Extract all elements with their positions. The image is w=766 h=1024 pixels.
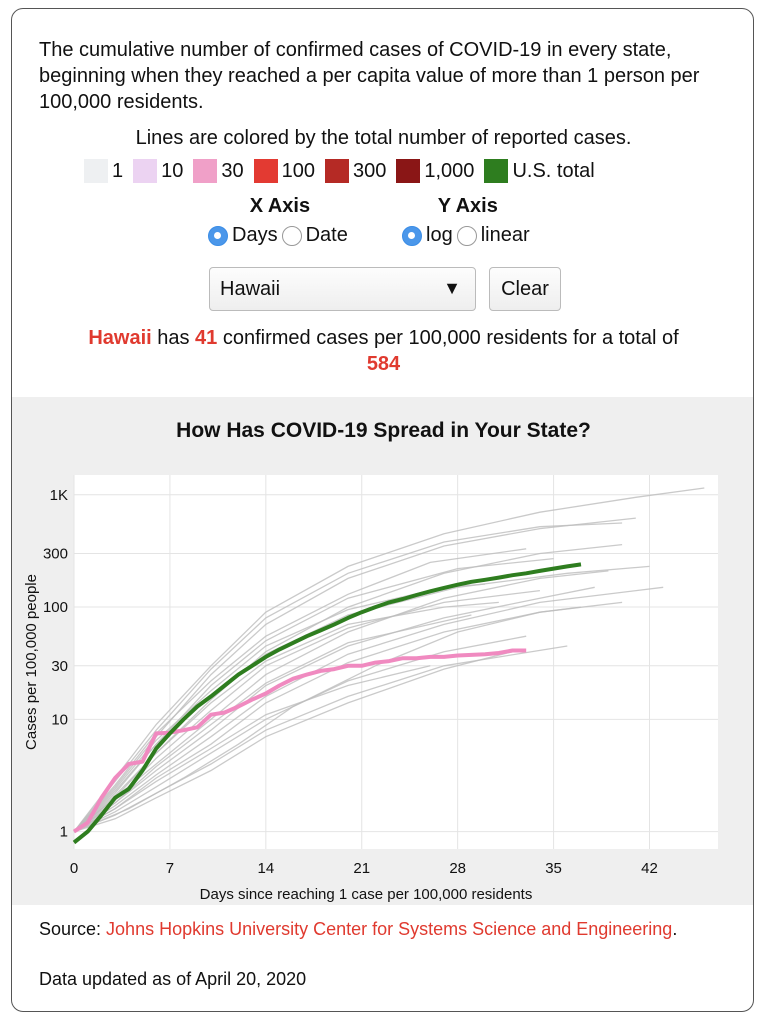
state-line [73, 651, 513, 833]
state-line [73, 543, 623, 833]
state-line [73, 665, 431, 833]
chart-card: The cumulative number of confirmed cases… [11, 8, 754, 1012]
x-tick-label: 21 [353, 860, 370, 877]
x-tick-label: 28 [449, 860, 466, 877]
x-date-radio[interactable] [281, 225, 302, 246]
legend-item: 10 [133, 159, 183, 183]
state-line [73, 586, 664, 833]
state-line [73, 601, 499, 833]
summary-total: 584 [366, 353, 401, 375]
state-line [73, 548, 527, 833]
x-date-label[interactable]: Date [305, 224, 348, 246]
y-axis-label: Cases per 100,000 people [23, 574, 40, 750]
source-prefix: Source: [39, 919, 107, 939]
y-linear-label[interactable]: linear [480, 224, 530, 246]
state-summary: Hawaii has 41 confirmed cases per 100,00… [12, 325, 753, 377]
plot-area [74, 475, 718, 849]
x-tick-label: 0 [70, 860, 78, 877]
x-tick-label: 35 [545, 860, 562, 877]
summary-text-2: confirmed cases per 100,000 residents fo… [217, 327, 679, 349]
chart-title: How Has COVID-19 Spread in Your State? [176, 419, 591, 442]
legend-label: U.S. total [512, 159, 595, 182]
y-tick-label: 100 [43, 599, 68, 616]
x-tick-label: 7 [166, 860, 174, 877]
legend-swatch [84, 159, 108, 183]
legend-item: 300 [325, 159, 386, 183]
legend-label: 1,000 [424, 159, 475, 182]
x-days-radio[interactable] [208, 225, 228, 246]
y-tick-label: 300 [43, 545, 68, 562]
legend-swatch [133, 159, 158, 183]
y-tick-label: 10 [51, 711, 68, 728]
x-axis-control: X Axis Days Date [208, 195, 352, 247]
legend-swatch [396, 159, 421, 183]
state-line [73, 487, 705, 832]
state-line [73, 586, 595, 833]
legend-label: 100 [281, 159, 315, 182]
state-line [73, 614, 472, 833]
state-line [73, 517, 636, 833]
legend-swatch [253, 159, 278, 183]
x-axis-label: Days since reaching 1 case per 100,000 r… [200, 886, 533, 903]
us-total-line [72, 562, 582, 845]
legend-item: 1,000 [396, 159, 474, 183]
legend-item: 1 [84, 159, 123, 183]
state-line [73, 565, 650, 833]
legend-swatch [193, 159, 218, 183]
y-log-radio[interactable] [402, 225, 422, 246]
legend-label: 10 [161, 159, 184, 182]
summary-text-1: has [151, 327, 196, 349]
chart-svg: 1 10 30 100 300 1K 0 7 14 21 28 35 42 Days since reac… [23, 475, 718, 903]
y-linear-radio[interactable] [456, 225, 477, 246]
legend-label: 1 [112, 159, 124, 182]
state-select-value: Hawaii [220, 277, 281, 300]
legend-swatch [484, 159, 509, 183]
legend-item: 30 [193, 159, 244, 183]
legend-item: U.S. total [484, 159, 595, 183]
y-tick-label: 1 [60, 824, 68, 841]
legend-item: 100 [253, 159, 315, 183]
x-axis-title: X Axis [249, 195, 311, 217]
source-suffix: . [672, 919, 678, 939]
source-link[interactable]: Johns Hopkins University Center for Syst… [106, 919, 673, 939]
intro-text: The cumulative number of confirmed cases… [39, 39, 700, 113]
summary-state: Hawaii [88, 327, 152, 349]
y-tick-label: 30 [51, 658, 68, 675]
clear-button[interactable]: Clear [489, 267, 561, 311]
source-note: Source: Johns Hopkins University Center … [39, 917, 729, 941]
summary-per-capita: 41 [195, 327, 218, 349]
highlight-state-line [72, 648, 527, 834]
color-legend: 1 10 30 100 300 1,000 U.S. total [84, 159, 605, 183]
legend-label: 30 [221, 159, 244, 182]
y-axis-title: Y Axis [437, 195, 498, 217]
updated-note: Data updated as of April 20, 2020 [39, 969, 307, 989]
state-line [73, 601, 623, 833]
state-select[interactable]: Hawaii ▼ [209, 267, 476, 311]
y-tick-label: 1K [50, 487, 68, 504]
x-tick-label: 42 [641, 860, 658, 877]
state-line [73, 606, 582, 833]
y-log-label[interactable]: log [426, 224, 453, 246]
dropdown-arrow-icon: ▼ [443, 278, 461, 298]
legend-title: Lines are colored by the total number of… [135, 127, 632, 149]
y-axis-control: Y Axis log linear [402, 195, 534, 247]
state-line [73, 557, 554, 833]
x-tick-label: 14 [257, 860, 274, 877]
legend-label: 300 [353, 159, 387, 182]
x-days-label[interactable]: Days [232, 224, 278, 246]
legend-swatch [325, 159, 349, 183]
